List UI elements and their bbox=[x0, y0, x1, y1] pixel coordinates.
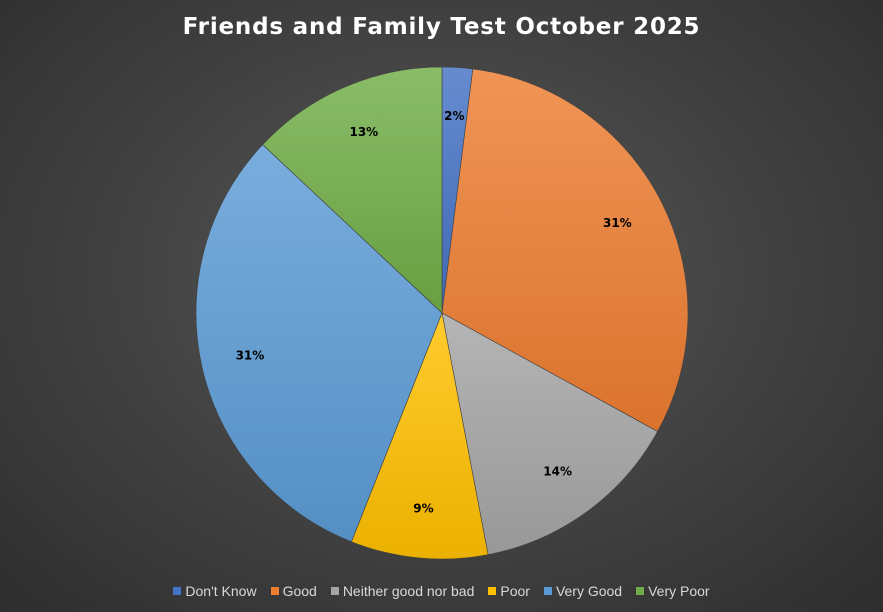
data-label-very-poor: 13% bbox=[349, 125, 378, 139]
legend-item-very-poor: Very Poor bbox=[636, 583, 710, 599]
legend-item-don-t-know: Don't Know bbox=[173, 583, 257, 599]
legend-swatch-neither-good-nor-bad bbox=[330, 587, 339, 595]
data-label-good: 31% bbox=[603, 216, 632, 230]
legend-label-neither-good-nor-bad: Neither good nor bad bbox=[342, 583, 475, 599]
pie-slice-neither-good-nor-bad bbox=[441, 312, 658, 555]
legend-item-poor: Poor bbox=[488, 583, 530, 599]
legend-swatch-very-good bbox=[543, 587, 552, 595]
legend-swatch-poor bbox=[488, 587, 497, 595]
legend-item-neither-good-nor-bad: Neither good nor bad bbox=[330, 583, 475, 599]
chart-title: Friends and Family Test October 2025 bbox=[182, 14, 701, 40]
legend-swatch-don-t-know bbox=[173, 587, 182, 595]
chart-legend: Don't Know Good Neither good nor bad Poor Ve… bbox=[0, 583, 883, 599]
data-label-very-good: 31% bbox=[236, 348, 265, 362]
legend-item-very-good: Very Good bbox=[543, 583, 623, 599]
pie-slice-poor bbox=[351, 311, 489, 560]
legend-label-don-t-know: Don't Know bbox=[185, 583, 257, 599]
pie-slice-good bbox=[441, 68, 689, 432]
pie-slice-very-poor bbox=[262, 66, 443, 314]
legend-label-very-poor: Very Poor bbox=[648, 583, 710, 599]
data-label-poor: 9% bbox=[413, 501, 433, 515]
pie-chart: 2% 31% 14% 9% 31% 13% bbox=[195, 66, 689, 560]
legend-label-very-good: Very Good bbox=[555, 583, 623, 599]
legend-swatch-good bbox=[270, 587, 279, 595]
legend-label-good: Good bbox=[282, 583, 317, 599]
data-label-don-t-know: 2% bbox=[444, 109, 464, 123]
data-label-neither-good-nor-bad: 14% bbox=[543, 465, 572, 479]
legend-label-poor: Poor bbox=[500, 583, 530, 599]
pie-slice-very-good bbox=[195, 144, 443, 543]
legend-item-good: Good bbox=[270, 583, 317, 599]
legend-swatch-very-poor bbox=[636, 587, 645, 595]
